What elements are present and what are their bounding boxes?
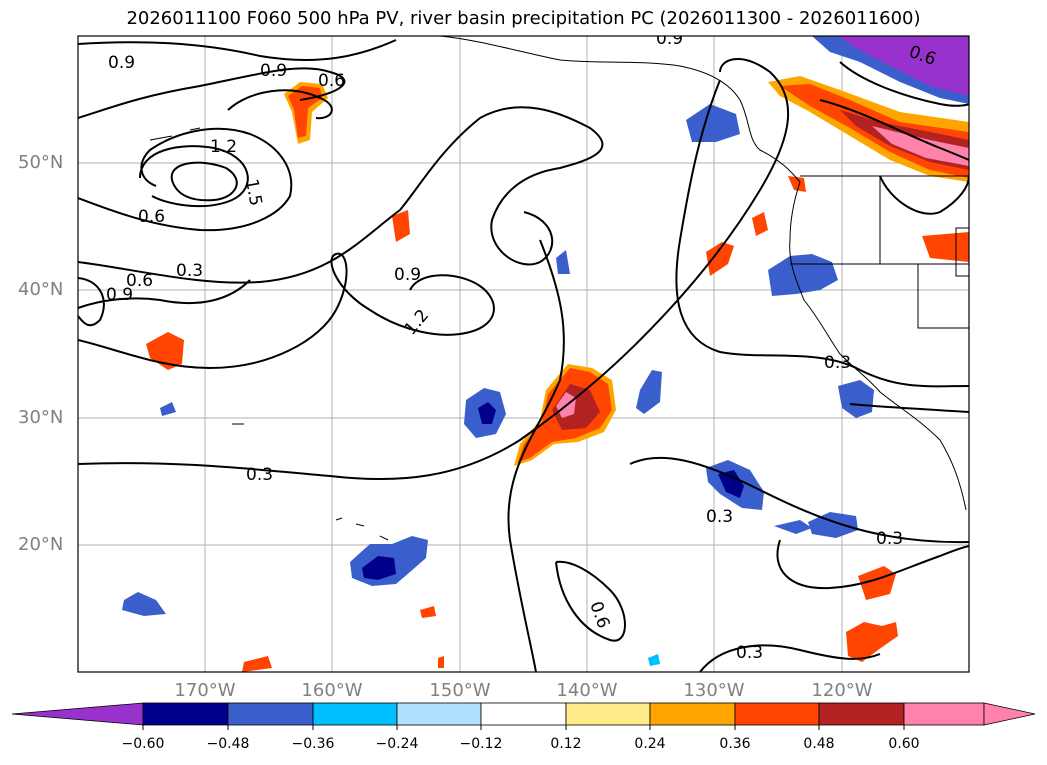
contour-label: 0.9 — [656, 29, 683, 49]
colorbar-segment — [312, 702, 398, 726]
colorbar-tick-label: 0.36 — [719, 736, 751, 752]
colorbar-extend-low — [11, 702, 144, 726]
colorbar-tick-label: −0.24 — [375, 736, 419, 752]
lat-label: 30°N — [18, 407, 64, 428]
contour-label: 0.3 — [246, 465, 273, 485]
contour-label: 0.9 — [260, 61, 287, 81]
contour-label: 0.3 — [176, 261, 203, 281]
pv-contours — [78, 39, 969, 672]
lat-label: 50°N — [18, 152, 64, 173]
colorbar-segment — [396, 702, 482, 726]
contour-label: 0.6 — [138, 207, 165, 227]
colorbar-segment — [142, 702, 229, 726]
colorbar-tick-label: −0.36 — [291, 736, 335, 752]
map-area — [78, 36, 969, 672]
map-title: 2026011100 F060 500 hPa PV, river basin … — [126, 8, 921, 29]
colorbar-segment — [480, 702, 567, 726]
colorbar-tick-label: 0.24 — [634, 736, 666, 752]
contour-label: 0.9 — [108, 53, 135, 73]
lon-label: 160°W — [301, 680, 363, 701]
coastlines — [149, 36, 969, 541]
lon-label: 150°W — [429, 680, 491, 701]
contour-label: 1.2 — [210, 137, 237, 157]
map-frame — [77, 35, 970, 673]
contour-label: 0.3 — [876, 529, 903, 549]
colorbar-tick-label: −0.48 — [206, 736, 250, 752]
colorbar — [11, 702, 1036, 730]
colorbar-tick-label: 0.48 — [803, 736, 835, 752]
lon-label: 170°W — [174, 680, 236, 701]
contour-label: 0.3 — [706, 507, 733, 527]
contour-label: 0.3 — [736, 643, 763, 663]
colorbar-segment — [227, 702, 314, 726]
lat-label: 40°N — [18, 279, 64, 300]
lat-label: 20°N — [18, 534, 64, 555]
lon-label: 130°W — [683, 680, 745, 701]
colorbar-segment — [649, 702, 736, 726]
contour-label: 0.9 — [106, 285, 133, 305]
colorbar-extend-high — [983, 702, 1036, 726]
colorbar-segment — [734, 702, 820, 726]
colorbar-tick-label: −0.60 — [121, 736, 165, 752]
contour-label: 0.6 — [318, 71, 345, 91]
colorbar-tick-label: 0.12 — [550, 736, 582, 752]
contour-label: 0.3 — [824, 353, 851, 373]
contour-label: 0.9 — [394, 265, 421, 285]
contour-label: 0.6 — [126, 271, 153, 291]
contour-label: 1.5 — [241, 177, 265, 207]
colorbar-segment — [818, 702, 905, 726]
colorbar-tick-label: 0.60 — [888, 736, 920, 752]
colorbar-segment — [903, 702, 985, 726]
colorbar-segment — [565, 702, 651, 726]
precip-shading — [122, 36, 969, 672]
lon-label: 140°W — [556, 680, 618, 701]
colorbar-tick-label: −0.12 — [459, 736, 503, 752]
lon-label: 120°W — [811, 680, 873, 701]
